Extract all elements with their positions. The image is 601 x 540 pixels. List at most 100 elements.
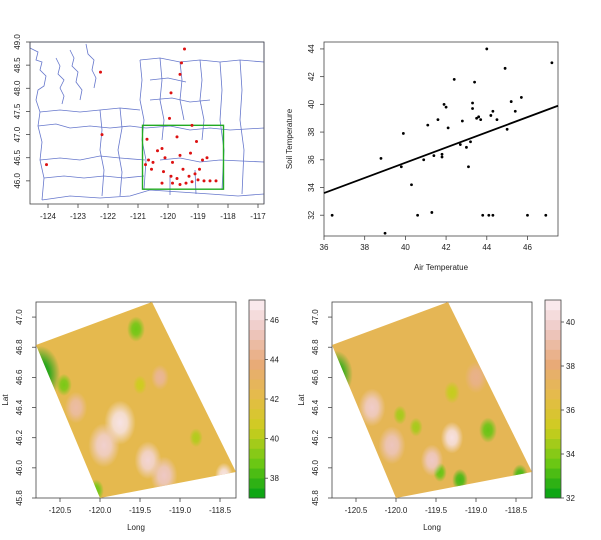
scatter-point — [416, 213, 419, 217]
heatmap-hotspot — [133, 375, 147, 395]
heatmap-left-x-ticks: -120.5 -120.0 -119.5 -119.0 -118.5 — [49, 498, 232, 515]
scatter-point — [410, 183, 413, 187]
scatter-point — [475, 116, 479, 120]
colorbar-segment — [249, 349, 265, 360]
colorbar-segment — [249, 399, 265, 410]
station-point — [178, 72, 182, 76]
heatmap-hotspot — [420, 444, 444, 477]
map-area — [30, 42, 264, 204]
scatter-y-tick-label: 38 — [307, 127, 316, 136]
colorbar-segment — [249, 369, 265, 380]
scatter-point — [505, 127, 509, 131]
heatmap-hotspot — [150, 456, 178, 495]
scatter-point — [452, 78, 456, 81]
scatter-point — [422, 158, 426, 162]
map-y-tick-label: 48.5 — [13, 57, 22, 73]
scatter-point — [473, 80, 476, 84]
scatter-point — [509, 100, 513, 103]
heatmap-hotspot — [127, 316, 145, 342]
scatter-point — [430, 211, 434, 214]
scatter-point — [513, 109, 517, 113]
scatter-point — [379, 157, 383, 160]
heatmap-right-y-tick-label: 46.2 — [311, 429, 320, 445]
colorbar-frame — [544, 299, 562, 499]
colorbar-segment — [545, 478, 561, 489]
colorbar-tick-label: 42 — [270, 395, 279, 404]
station-point — [195, 140, 198, 144]
station-point — [168, 116, 171, 120]
heatmap-right-x-tick-label: -119.5 — [425, 506, 448, 515]
colorbar-segment — [545, 359, 561, 370]
colorbar-segment — [249, 448, 265, 459]
scatter-point — [489, 114, 493, 117]
colorbar-tick-label: 34 — [566, 450, 575, 459]
station-point — [178, 183, 182, 187]
colorbar-segment — [545, 349, 561, 360]
scatter-point — [440, 155, 444, 159]
heatmap-hotspot — [452, 468, 468, 491]
heatmap-right-frame — [331, 301, 533, 499]
map-x-tick-label: -119 — [190, 212, 206, 221]
scatter-x-tick-label: 42 — [442, 243, 451, 252]
scatter-point — [383, 231, 387, 235]
scatter-point — [485, 47, 489, 51]
study-area-box — [141, 124, 225, 190]
colorbar-segment — [545, 428, 561, 439]
heatmap-panel-right: -120.5 -120.0 -119.5 -119.0 -118.5 45.846.04… — [297, 299, 575, 532]
colorbar-segment — [249, 438, 265, 449]
scatter-x-tick-label: 38 — [360, 243, 369, 252]
station-point — [189, 151, 192, 155]
heatmap-hotspot — [358, 388, 386, 427]
heatmap-hotspot — [409, 417, 423, 437]
scatter-point — [471, 101, 474, 105]
heatmap-right-x-tick-label: -120.0 — [385, 506, 408, 515]
map-y-tick-label: 48.0 — [13, 80, 22, 96]
colorbar-segment — [545, 369, 561, 380]
scatter-point — [471, 107, 474, 110]
heatmap-left-x-tick-label: -120.0 — [89, 506, 112, 515]
colorbar-segment — [545, 319, 561, 330]
heatmap-left-x-tick-label: -119.5 — [129, 506, 152, 515]
scatter-point — [432, 154, 436, 158]
colorbar-segment — [545, 458, 561, 469]
scatter-y-tick-label: 44 — [307, 44, 316, 53]
station-point — [150, 167, 153, 171]
scatter-y-tick-label: 40 — [307, 99, 316, 108]
heatmap-right-y-axis-label: Lat — [297, 394, 306, 406]
scatter-point — [467, 165, 470, 169]
heatmap-hotspot — [64, 391, 88, 424]
colorbar-tick-label: 46 — [270, 316, 279, 325]
scatter-point — [444, 105, 448, 109]
scatter-x-tick-label: 46 — [523, 243, 532, 252]
map-x-ticks: -124 -123 -122 -121 -120 -119 -118 -117 — [40, 204, 266, 221]
heatmap-right-x-tick-label: -120.5 — [345, 506, 368, 515]
heatmap-hotspot — [393, 405, 407, 425]
scatter-point — [446, 126, 450, 130]
colorbar-segment — [249, 389, 265, 400]
station-point — [190, 180, 194, 184]
colorbar-segment — [249, 418, 265, 429]
map-x-tick-label: -118 — [220, 212, 236, 221]
map-y-tick-label: 46.5 — [13, 149, 22, 165]
map-y-tick-label: 46.0 — [13, 173, 22, 189]
scatter-point — [460, 119, 464, 123]
scatter-point — [399, 165, 403, 169]
regression-line — [323, 104, 559, 194]
heatmap-right-y-tick-label: 46.8 — [311, 339, 320, 355]
scatter-y-tick-label: 32 — [307, 210, 316, 219]
colorbar-tick-label: 32 — [566, 494, 575, 503]
station-point — [147, 158, 150, 162]
heatmap-right-y-tick-label: 47.0 — [311, 309, 320, 325]
scatter-point — [479, 118, 483, 121]
colorbar-segment — [249, 300, 265, 311]
scatter-point — [491, 213, 495, 217]
scatter-panel: 36 38 40 42 44 46 32 34 36 38 40 42 44 Air Temperat… — [285, 41, 559, 272]
station-point — [171, 181, 174, 185]
heatmap-hotspot — [512, 464, 528, 487]
station-point — [196, 178, 200, 182]
map-frame — [29, 41, 265, 205]
heatmap-hotspot — [151, 364, 169, 391]
heatmap-left-y-tick-label: 46.2 — [15, 429, 24, 445]
scatter-point — [465, 145, 468, 149]
